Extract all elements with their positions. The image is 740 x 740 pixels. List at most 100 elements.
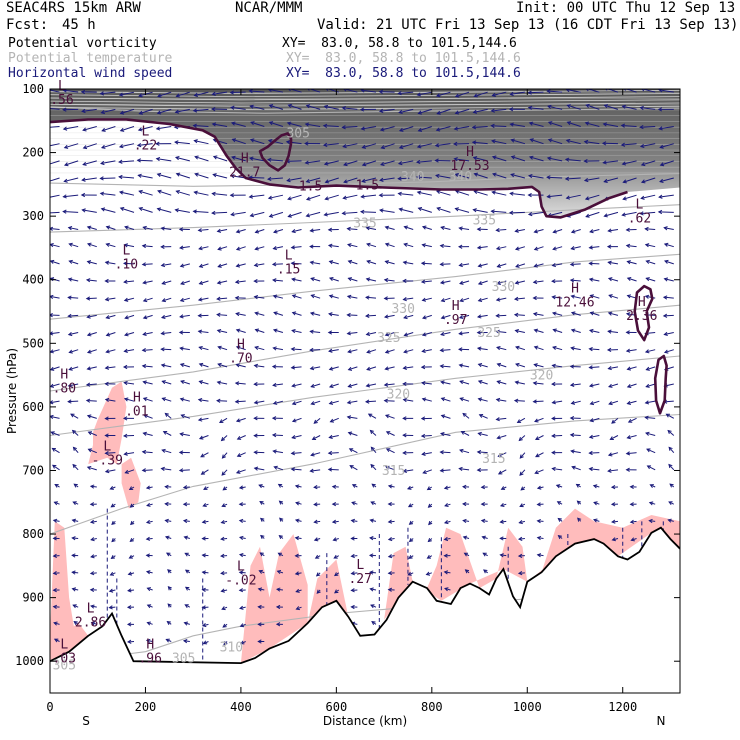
wind-vector — [72, 430, 79, 436]
wind-vector-head — [383, 382, 389, 387]
wind-vector-head — [569, 278, 575, 283]
wind-vector — [492, 191, 507, 196]
theta-contour-line — [50, 102, 680, 107]
wind-vector — [311, 383, 321, 388]
wind-vector-head — [257, 604, 262, 610]
wind-vector-head — [272, 449, 277, 454]
wind-vector-head — [629, 502, 634, 507]
wind-vector-head — [514, 246, 520, 251]
wind-vector — [198, 297, 209, 301]
wind-vector — [491, 125, 507, 128]
wind-vector-head — [50, 259, 55, 264]
wind-vector-head — [51, 464, 57, 469]
wind-vector — [72, 464, 79, 471]
wind-vector — [534, 246, 544, 251]
wind-vector-head — [459, 280, 464, 285]
extremum-type: L — [87, 601, 95, 616]
wind-vector-head — [200, 470, 206, 475]
wind-vector-head — [287, 213, 292, 218]
wind-vector — [124, 398, 135, 402]
wind-vector — [380, 126, 395, 131]
wind-vector — [461, 431, 470, 436]
extremum-type: H — [133, 390, 141, 405]
wind-vector — [534, 329, 544, 333]
wind-vector-head — [420, 364, 426, 370]
wind-vector — [553, 246, 563, 250]
wind-vector-head — [611, 519, 616, 524]
wind-vector-head — [72, 501, 77, 506]
wind-vector-head — [365, 313, 370, 318]
wind-vector-head — [182, 502, 188, 507]
wind-vector-head — [366, 349, 371, 354]
wind-vector-head — [626, 383, 632, 389]
wind-vector-head — [128, 554, 133, 559]
wind-vector-head — [138, 189, 143, 194]
wind-vector-head — [146, 502, 151, 507]
wind-vector — [668, 447, 675, 453]
wind-vector — [498, 452, 507, 457]
wind-vector-head — [551, 363, 556, 368]
wind-vector-head — [45, 107, 48, 110]
extremum-value: -.02 — [225, 573, 256, 588]
wind-vector — [418, 108, 432, 114]
wind-vector-head — [473, 93, 478, 98]
wind-vector — [200, 452, 209, 458]
wind-vector — [664, 227, 674, 231]
wind-vector-head — [417, 206, 423, 212]
wind-vector-head — [397, 161, 403, 166]
wind-vector-head — [193, 190, 198, 195]
wind-vector-head — [458, 244, 463, 249]
wind-vector-head — [439, 262, 444, 267]
wind-vector-head — [639, 143, 645, 149]
wind-vector — [548, 139, 563, 145]
wind-vector-head — [350, 604, 355, 610]
wind-vector — [142, 451, 153, 454]
wind-vector — [645, 400, 656, 404]
wind-vector — [50, 366, 60, 371]
wind-vector-head — [111, 538, 116, 543]
wind-vector-head — [104, 451, 109, 456]
wind-vector-head — [415, 159, 421, 165]
wind-vector — [664, 243, 674, 248]
wind-vector-head — [370, 463, 375, 469]
wind-vector-head — [220, 588, 225, 593]
wind-vector-head — [156, 172, 162, 178]
wind-vector-head — [286, 121, 292, 126]
wind-vector — [231, 211, 246, 216]
wind-vector-head — [440, 432, 445, 437]
wind-vector-head — [552, 345, 557, 350]
wind-vector-head — [659, 144, 664, 149]
wind-vector — [626, 349, 637, 352]
wind-vector-head — [402, 397, 408, 403]
wind-vector-head — [527, 192, 532, 198]
legend-theta-name: Potential temperature — [8, 51, 173, 66]
wind-vector-head — [422, 469, 427, 474]
wind-vector — [348, 383, 358, 388]
wind-vector-head — [174, 156, 180, 161]
wind-vector-head — [462, 518, 467, 524]
wind-vector — [50, 211, 60, 214]
wind-vector-head — [514, 380, 519, 385]
wind-vector-head — [294, 571, 300, 576]
wind-vector-head — [491, 139, 496, 144]
wind-vector-head — [328, 277, 334, 282]
wind-vector — [660, 160, 674, 166]
wind-vector — [139, 108, 153, 115]
wind-vector — [218, 363, 228, 368]
wind-vector — [496, 398, 507, 402]
wind-vector — [570, 383, 581, 386]
wind-vector — [120, 108, 135, 114]
theta-label: 330 — [492, 280, 515, 295]
wind-vector — [646, 448, 656, 454]
wind-vector-head — [406, 485, 412, 490]
wind-vector-head — [89, 519, 95, 524]
wind-vector-head — [328, 434, 333, 439]
wind-vector-head — [458, 363, 464, 368]
wind-vector — [621, 143, 637, 146]
wind-vector-head — [287, 89, 291, 92]
wind-vector — [645, 349, 656, 353]
wind-vector-head — [258, 569, 263, 574]
wind-vector — [511, 139, 526, 145]
wind-vector-head — [143, 414, 148, 419]
pink-shade-region — [88, 381, 127, 465]
